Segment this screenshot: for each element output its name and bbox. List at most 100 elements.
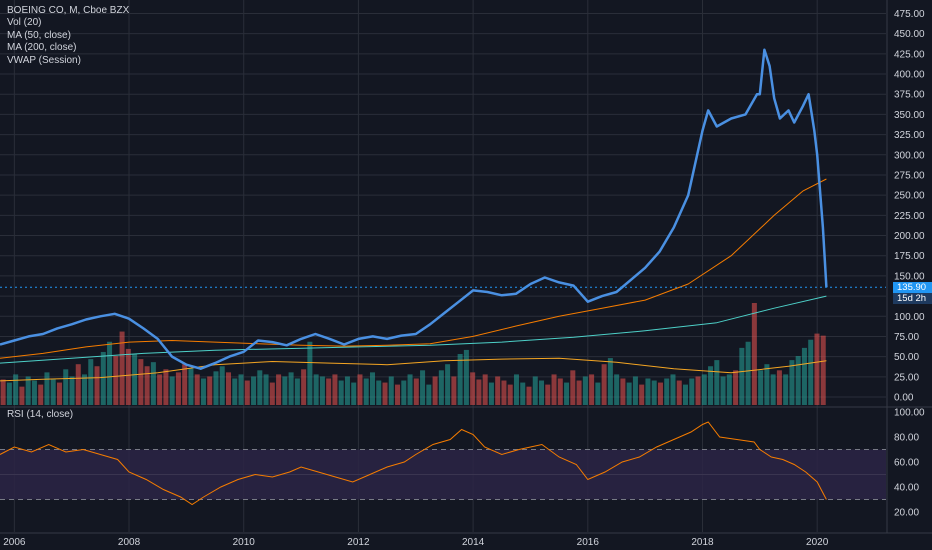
series-line-close <box>0 48 828 370</box>
volume-bar <box>776 370 782 405</box>
volume-bar <box>695 376 701 405</box>
price-axis-tick-label: 350.00 <box>894 110 925 121</box>
price-axis-tick-label: 100.00 <box>894 312 925 323</box>
volume-bar <box>520 382 526 405</box>
volume-bar <box>56 382 62 405</box>
legend-ma200[interactable]: MA (200, close) <box>7 42 77 54</box>
volume-bar <box>294 378 300 405</box>
volume-bar <box>426 384 432 405</box>
volume-bar <box>438 370 444 405</box>
rsi-lines <box>0 421 827 506</box>
volume-bar <box>351 382 357 405</box>
time-axis-tick-label: 2016 <box>577 537 600 548</box>
volume-bar <box>526 386 532 405</box>
volume-bar <box>175 372 181 405</box>
volume-bar <box>363 378 369 405</box>
volume-bar <box>701 374 707 405</box>
volume-bar <box>200 378 206 405</box>
time-axis-tick-label: 2008 <box>118 537 141 548</box>
volume-bar <box>595 382 601 405</box>
volume-bar <box>144 366 150 405</box>
volume-bar <box>582 376 588 405</box>
volume-bar <box>626 382 632 405</box>
price-axis-tick-label: 325.00 <box>894 130 925 141</box>
price-axis-tick-label: 200.00 <box>894 231 925 242</box>
volume-bar <box>720 376 726 405</box>
price-axis-tick-label: 300.00 <box>894 150 925 161</box>
volume-bar <box>676 380 682 405</box>
volume-bar <box>664 378 670 405</box>
volume-bar <box>495 376 501 405</box>
volume-bar <box>169 376 175 405</box>
grid <box>0 0 932 534</box>
price-axis-tick-label: 250.00 <box>894 191 925 202</box>
volume-bar <box>107 341 113 405</box>
volume-bar <box>138 359 144 405</box>
volume-bar <box>238 374 244 405</box>
legend-symbol[interactable]: BOEING CO, M, Cboe BZX <box>7 5 130 16</box>
volume-bar <box>257 370 263 405</box>
series-line-vwap <box>0 357 827 382</box>
volume-bar <box>795 356 801 405</box>
time-axis-tick-label: 2012 <box>347 537 370 548</box>
bar-countdown-tag: 15d 2h <box>893 292 932 304</box>
volume-bar <box>820 335 826 405</box>
rsi-axis-tick-label: 20.00 <box>894 508 919 519</box>
volume-bars <box>0 303 826 405</box>
price-axis-tick-label: 450.00 <box>894 29 925 40</box>
volume-bar <box>645 378 651 405</box>
volume-bar <box>282 376 288 405</box>
volume-bar <box>614 374 620 405</box>
volume-bar <box>488 382 494 405</box>
volume-bar <box>119 331 125 405</box>
volume-bar <box>789 360 795 405</box>
price-axis-tick-label: 75.00 <box>894 332 919 343</box>
volume-bar <box>88 359 94 405</box>
volume-bar <box>232 378 238 405</box>
price-axis-tick-label: 175.00 <box>894 251 925 262</box>
volume-bar <box>463 349 469 405</box>
price-axis-tick-label: 50.00 <box>894 352 919 363</box>
volume-bar <box>219 366 225 405</box>
volume-bar <box>764 364 770 405</box>
price-axis-tick-label: 475.00 <box>894 9 925 20</box>
volume-bar <box>714 360 720 405</box>
volume-bar <box>332 374 338 405</box>
volume-bar <box>689 378 695 405</box>
volume-bar <box>576 380 582 405</box>
series-line-ma50 <box>0 178 827 359</box>
last-price-tag: 135.90 <box>893 281 932 293</box>
price-axis-tick-label: 275.00 <box>894 170 925 181</box>
volume-bar <box>513 374 519 405</box>
rsi-legend[interactable]: RSI (14, close) <box>7 409 74 420</box>
legend-ma50[interactable]: MA (50, close) <box>7 29 71 41</box>
volume-bar <box>125 348 131 405</box>
volume-bar <box>388 376 394 405</box>
price-axis-tick-label: 0.00 <box>894 393 914 404</box>
rsi-band <box>0 449 886 500</box>
price-axis-tick-label: 225.00 <box>894 211 925 222</box>
volume-bar <box>132 354 138 405</box>
volume-bar <box>632 376 638 405</box>
volume-bar <box>670 374 676 405</box>
volume-bar <box>639 384 645 405</box>
volume-bar <box>682 384 689 405</box>
rsi-line <box>0 421 827 506</box>
volume-bar <box>745 341 751 405</box>
volume-bar <box>31 380 37 405</box>
volume-bar <box>708 366 714 405</box>
volume-bar <box>457 354 463 405</box>
volume-bar <box>607 358 613 405</box>
volume-bar <box>739 347 745 405</box>
volume-bar <box>589 374 595 405</box>
legend-vwap[interactable]: VWAP (Session) <box>7 54 81 66</box>
legend-vol[interactable]: Vol (20) <box>7 17 42 29</box>
volume-bar <box>163 369 169 405</box>
volume-bar <box>369 372 375 405</box>
rsi-axis-tick-label: 100.00 <box>894 408 925 419</box>
volume-bar <box>244 380 250 405</box>
volume-bar <box>551 374 557 405</box>
volume-bar <box>0 379 6 405</box>
volume-bar <box>557 378 563 405</box>
